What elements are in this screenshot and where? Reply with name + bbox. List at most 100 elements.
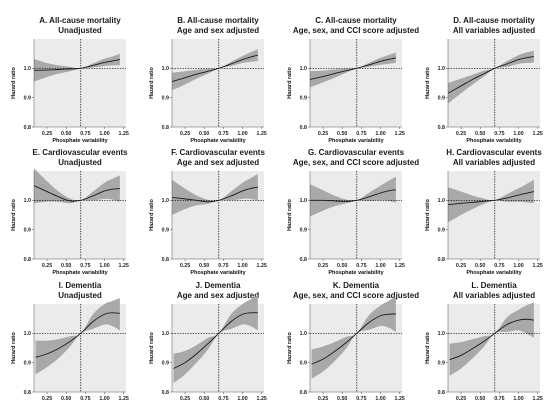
panel-title: J. Dementia bbox=[196, 281, 241, 290]
panel-subtitle: Age, sex, and CCI score adjusted bbox=[293, 158, 419, 167]
x-tick-label: 0.75 bbox=[356, 131, 366, 137]
confidence-band bbox=[172, 173, 258, 215]
confidence-band bbox=[448, 50, 534, 104]
panel-subtitle: Age and sex adjusted bbox=[177, 158, 259, 167]
panel-subtitle: All variables adjusted bbox=[453, 158, 535, 167]
x-tick-label: 0.25 bbox=[318, 131, 328, 137]
panel-subtitle: Unadjusted bbox=[58, 158, 102, 167]
x-tick-label: 0.75 bbox=[494, 396, 504, 402]
y-axis-label: Hazard ratio bbox=[425, 66, 431, 98]
x-tick-label: 1.00 bbox=[513, 263, 523, 269]
y-axis-label: Hazard ratio bbox=[11, 198, 17, 230]
x-tick-label: 1.00 bbox=[513, 131, 523, 137]
plot-background bbox=[34, 39, 126, 127]
x-tick-label: 1.25 bbox=[257, 396, 267, 402]
x-tick-label: 1.00 bbox=[513, 396, 523, 402]
x-tick-label: 0.75 bbox=[218, 396, 228, 402]
x-tick-label: 1.00 bbox=[99, 131, 109, 137]
y-axis-label: Hazard ratio bbox=[287, 198, 293, 230]
x-tick-label: 1.00 bbox=[237, 263, 247, 269]
x-tick-label: 0.25 bbox=[42, 263, 52, 269]
x-tick-label: 0.50 bbox=[61, 263, 71, 269]
x-tick-label: 1.00 bbox=[375, 396, 385, 402]
hazard-ratio-line bbox=[35, 312, 120, 358]
panel-title: G. Cardiovascular events bbox=[308, 148, 405, 157]
y-tick-label: 0.8 bbox=[162, 125, 169, 131]
x-tick-label: 0.25 bbox=[42, 131, 52, 137]
y-axis-label: Hazard ratio bbox=[11, 331, 17, 363]
x-tick-label: 1.00 bbox=[99, 263, 109, 269]
x-tick-label: 0.75 bbox=[494, 131, 504, 137]
x-tick-label: 0.25 bbox=[180, 396, 190, 402]
x-tick-label: 1.25 bbox=[257, 263, 267, 269]
x-tick-label: 0.75 bbox=[356, 263, 366, 269]
x-tick-label: 0.25 bbox=[456, 131, 466, 137]
x-axis-label: Phosphate variability bbox=[328, 270, 384, 276]
y-tick-label: 1.0 bbox=[24, 331, 31, 337]
y-tick-label: 1.0 bbox=[162, 331, 169, 337]
x-tick-label: 1.25 bbox=[119, 131, 129, 137]
x-tick-label: 1.00 bbox=[99, 396, 109, 402]
panel-subtitle: Unadjusted bbox=[58, 26, 102, 35]
y-axis-label: Hazard ratio bbox=[149, 66, 155, 98]
x-tick-label: 0.50 bbox=[475, 396, 485, 402]
y-tick-label: 0.9 bbox=[300, 360, 307, 366]
y-tick-label: 0.8 bbox=[162, 257, 169, 263]
hazard-ratio-line bbox=[171, 54, 258, 82]
x-tick-label: 0.50 bbox=[337, 131, 347, 137]
y-tick-label: 0.9 bbox=[162, 227, 169, 233]
x-tick-label: 0.50 bbox=[199, 263, 209, 269]
hazard-ratio-line bbox=[33, 185, 120, 202]
x-axis-label: Phosphate variability bbox=[466, 270, 522, 276]
x-tick-label: 0.75 bbox=[218, 131, 228, 137]
y-tick-label: 0.9 bbox=[162, 95, 169, 101]
panel-title: K. Dementia bbox=[333, 281, 380, 290]
x-tick-label: 0.25 bbox=[456, 396, 466, 402]
x-tick-label: 1.00 bbox=[237, 131, 247, 137]
hazard-ratio-line bbox=[311, 313, 396, 365]
confidence-band bbox=[310, 52, 396, 88]
x-tick-label: 1.00 bbox=[237, 396, 247, 402]
plot-background bbox=[310, 39, 402, 127]
x-tick-label: 1.25 bbox=[119, 396, 129, 402]
panel-title: B. All-cause mortality bbox=[177, 16, 259, 25]
panel-subtitle: Age and sex adjusted bbox=[177, 26, 259, 35]
x-tick-label: 0.25 bbox=[318, 263, 328, 269]
x-axis-label: Phosphate variability bbox=[52, 270, 108, 276]
x-tick-label: 0.25 bbox=[456, 263, 466, 269]
hazard-ratio-line bbox=[33, 59, 120, 71]
y-tick-label: 1.0 bbox=[300, 66, 307, 72]
y-tick-label: 1.0 bbox=[300, 331, 307, 337]
y-tick-label: 1.0 bbox=[162, 198, 169, 204]
y-axis-label: Hazard ratio bbox=[287, 66, 293, 98]
panel-title: I. Dementia bbox=[59, 281, 102, 290]
y-tick-label: 1.0 bbox=[162, 66, 169, 72]
panel-subtitle: All variables adjusted bbox=[453, 291, 535, 300]
y-tick-label: 0.9 bbox=[438, 95, 445, 101]
panel-subtitle: Age, sex, and CCI score adjusted bbox=[293, 26, 419, 35]
y-tick-label: 0.8 bbox=[438, 125, 445, 131]
y-tick-label: 1.0 bbox=[24, 66, 31, 72]
panel-subtitle: Age, sex, and CCI score adjusted bbox=[293, 291, 419, 300]
hazard-ratio-line bbox=[447, 56, 534, 94]
panel-title: A. All-cause mortality bbox=[39, 16, 121, 25]
panel-title: L. Dementia bbox=[471, 281, 517, 290]
y-tick-label: 0.8 bbox=[438, 390, 445, 396]
y-tick-label: 0.8 bbox=[438, 257, 445, 263]
y-tick-label: 1.0 bbox=[24, 198, 31, 204]
panel-subtitle: All variables adjusted bbox=[453, 26, 535, 35]
panel-title: F. Cardiovascular events bbox=[171, 148, 265, 157]
y-tick-label: 0.8 bbox=[300, 390, 307, 396]
confidence-band bbox=[449, 302, 534, 376]
y-tick-label: 0.8 bbox=[24, 125, 31, 131]
y-tick-label: 0.8 bbox=[162, 390, 169, 396]
x-tick-label: 1.25 bbox=[533, 131, 543, 137]
